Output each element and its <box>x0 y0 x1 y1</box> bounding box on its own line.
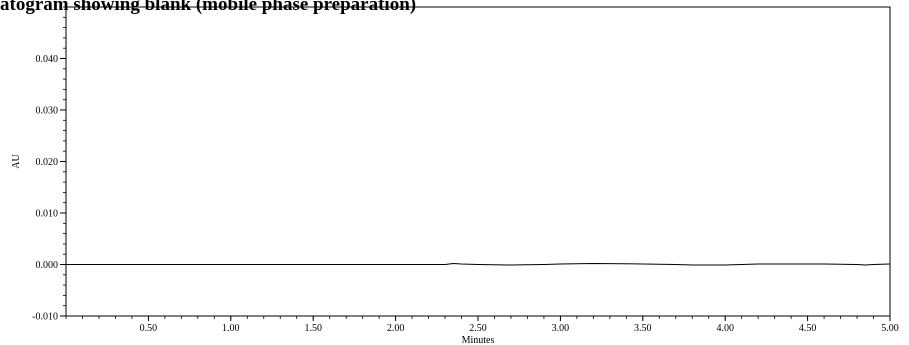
chromatogram-trace <box>66 263 890 265</box>
x-axis-label: Minutes <box>462 335 495 345</box>
y-tick-label: 0.030 <box>36 106 59 117</box>
x-tick-label: 5.00 <box>881 323 899 334</box>
x-tick-label: 3.50 <box>634 323 652 334</box>
plot-area: -0.010 0.000 0.010 0.020 0.030 0.040 0.50 1.00 1… <box>32 7 899 334</box>
x-tick-label: 4.00 <box>716 323 734 334</box>
x-tick-label: 1.00 <box>222 323 240 334</box>
x-tick-label: 1.50 <box>304 323 322 334</box>
y-tick-label: 0.010 <box>36 209 59 220</box>
y-tick-label: 0.000 <box>36 260 59 271</box>
x-tick-label: 4.50 <box>799 323 817 334</box>
y-axis-label: AU <box>11 154 22 169</box>
plot-frame <box>66 7 890 316</box>
y-tick-label: 0.020 <box>36 157 59 168</box>
x-tick-label: 0.50 <box>140 323 158 334</box>
y-tick-label: -0.010 <box>32 312 58 323</box>
x-tick-label: 2.50 <box>469 323 487 334</box>
x-tick-label: 3.00 <box>552 323 570 334</box>
y-tick-label: 0.040 <box>36 54 59 65</box>
x-tick-label: 2.00 <box>387 323 405 334</box>
